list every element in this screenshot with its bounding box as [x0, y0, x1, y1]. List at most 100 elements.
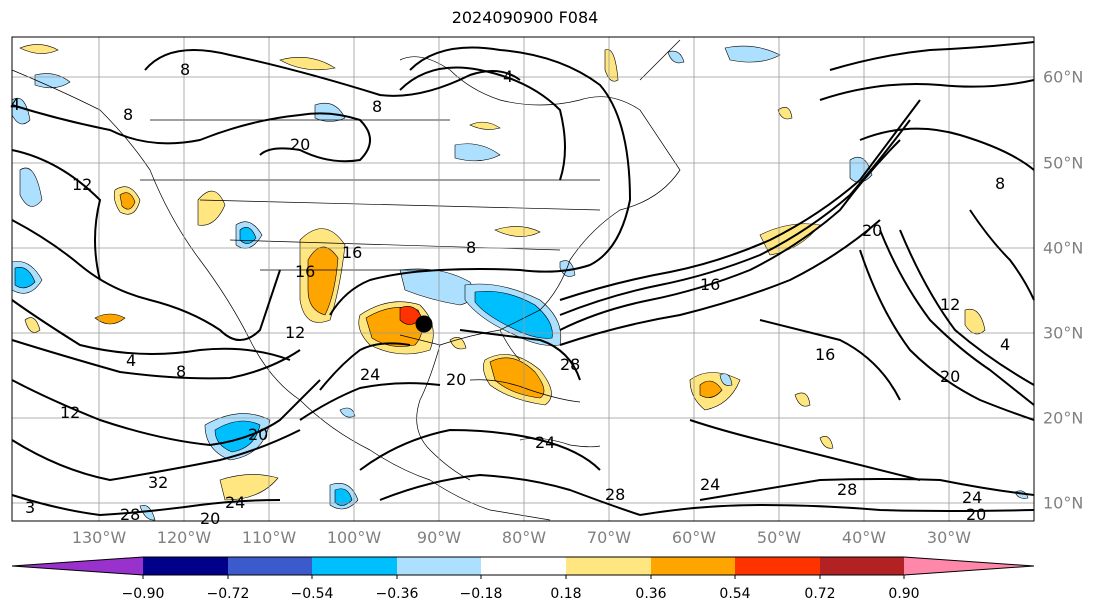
anomaly-patch — [19, 167, 43, 207]
colorbar-segment — [397, 557, 481, 575]
colorbar-tick-label: −0.18 — [459, 586, 503, 602]
contour-label: 4 — [503, 67, 513, 86]
anomaly-patch — [489, 357, 545, 399]
colorbar-tick-label: 0.36 — [635, 586, 667, 602]
longitude-label: 120°W — [156, 528, 212, 547]
colorbar-tick-label: −0.72 — [206, 586, 250, 602]
anomaly-patch — [604, 49, 619, 82]
contour-label: 12 — [285, 323, 305, 342]
anomaly-patch — [339, 407, 356, 418]
contour-label: 24 — [535, 433, 555, 452]
longitude-label: 40°W — [841, 528, 887, 547]
latitude-label: 30°N — [1043, 323, 1084, 343]
longitude-label: 100°W — [326, 528, 382, 547]
latitude-label: 60°N — [1043, 67, 1084, 87]
colorbar-tick-label: −0.54 — [290, 586, 334, 602]
longitude-label: 130°W — [71, 528, 127, 547]
map-frame — [11, 36, 1035, 522]
colorbar-segment — [481, 557, 566, 575]
contour-label: 8 — [176, 362, 186, 381]
contour-label: 16 — [700, 275, 720, 294]
contour-label: 4 — [1000, 335, 1010, 354]
anomaly-patch — [11, 97, 31, 125]
colorbar-segment — [735, 557, 820, 575]
contour-label: 16 — [342, 243, 362, 262]
colorbar-segment-low-arrow — [12, 557, 143, 575]
anomaly-patch — [219, 474, 279, 501]
colorbar — [11, 556, 1035, 579]
anomaly-patch — [474, 291, 553, 339]
anomaly-patch — [699, 380, 723, 398]
shaded-anomalies — [11, 44, 1029, 521]
contour-label: 20 — [966, 505, 986, 524]
longitude-label: 60°W — [671, 528, 717, 547]
contour-label: 4 — [126, 351, 136, 370]
contour-label: 16 — [815, 345, 835, 364]
longitude-label: 70°W — [586, 528, 632, 547]
contour-label: 28 — [120, 505, 140, 524]
colorbar-segment-high-arrow — [904, 557, 1034, 575]
contour-label: 20 — [940, 367, 960, 386]
anomaly-patch — [964, 308, 986, 335]
coastlines — [11, 39, 681, 521]
longitude-label: 110°W — [241, 528, 297, 547]
anomaly-patch — [819, 436, 834, 449]
longitude-label: 80°W — [501, 528, 547, 547]
anomaly-patch — [667, 50, 685, 64]
longitude-label: 50°W — [756, 528, 802, 547]
contour-label: 20 — [200, 509, 220, 528]
contour-label: 32 — [148, 473, 168, 492]
contour-label: 28 — [837, 480, 857, 499]
colorbar-tick-label: −0.90 — [121, 586, 165, 602]
colorbar-segment — [566, 557, 651, 575]
latitude-label: 20°N — [1043, 408, 1084, 428]
contour-label: 20 — [862, 221, 882, 240]
latitude-label: 50°N — [1043, 153, 1084, 173]
contour-label: 20 — [446, 370, 466, 389]
plot-title: 2024090900 F084 — [451, 8, 599, 27]
anomaly-patch — [454, 143, 501, 162]
contour-label: 12 — [60, 403, 80, 422]
contour-label: 20 — [248, 425, 268, 444]
contour-label: 24 — [700, 475, 720, 494]
anomaly-patch — [139, 505, 156, 521]
colorbar-segment — [228, 557, 312, 575]
contour-label: 24 — [962, 488, 982, 507]
colorbar-tick-label: 0.72 — [804, 586, 836, 602]
anomaly-patch — [719, 373, 733, 386]
contour-label: 8 — [372, 97, 382, 116]
contour-label: 12 — [940, 295, 960, 314]
contour-lines — [11, 41, 1035, 517]
latitude-label: 40°N — [1043, 238, 1084, 258]
colorbar-tick-label: −0.36 — [375, 586, 419, 602]
contour-label: 20 — [290, 135, 310, 154]
contour-label: 8 — [123, 105, 133, 124]
colorbar-segment — [312, 557, 397, 575]
longitude-label: 30°W — [926, 528, 972, 547]
contour-label: 8 — [995, 174, 1005, 193]
anomaly-patch — [94, 313, 126, 325]
colorbar-segment — [820, 557, 904, 575]
anomaly-patch — [334, 488, 353, 506]
contour-label: 4 — [10, 95, 20, 114]
contour-label: 8 — [466, 238, 476, 257]
contour-label: 24 — [360, 365, 380, 384]
anomaly-patch — [14, 267, 36, 289]
colorbar-segment — [143, 557, 228, 575]
anomaly-patch — [307, 246, 339, 316]
latitude-label: 10°N — [1043, 493, 1084, 513]
anomaly-patch — [24, 317, 41, 333]
contour-label: 3 — [25, 498, 35, 517]
contour-label: 24 — [225, 493, 245, 512]
contour-label: 12 — [72, 175, 92, 194]
anomaly-patch — [794, 392, 811, 407]
anomaly-patch — [239, 227, 257, 244]
anomaly-patch — [279, 57, 336, 71]
anomaly-patch — [19, 44, 59, 54]
contour-label-group: 8 4 8 20 12 8 16 16 12 4 8 12 8 4 16 8 2… — [10, 60, 1010, 528]
colorbar-tick-label: 0.54 — [719, 586, 751, 602]
colorbar-tick-label: 0.18 — [550, 586, 582, 602]
colorbar-segment — [651, 557, 735, 575]
storm-center-marker — [415, 315, 433, 333]
